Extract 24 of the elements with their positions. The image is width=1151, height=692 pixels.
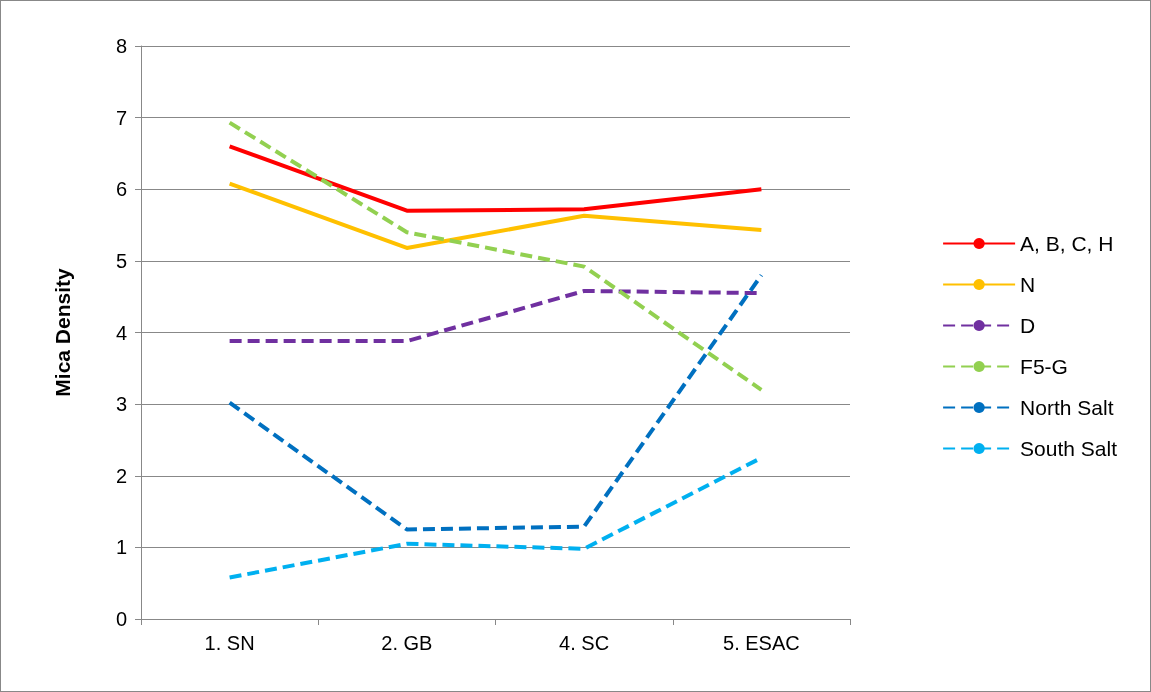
y-tick-label: 5 (115, 249, 127, 272)
x-tick-label: 5. ESAC (723, 632, 800, 654)
x-tick-label: 4. SC (559, 632, 610, 654)
legend-label: North Salt (1020, 396, 1114, 419)
x-tick-label: 1. SN (204, 632, 255, 654)
x-tick-label: 2. GB (381, 632, 433, 654)
y-tick-label: 4 (115, 321, 127, 344)
y-tick-label: 1 (115, 536, 127, 559)
legend-label: A, B, C, H (1020, 232, 1114, 255)
y-tick-label: 7 (115, 106, 127, 129)
legend-label: South Salt (1020, 437, 1118, 460)
legend-label: D (1020, 314, 1036, 337)
legend-label: F5-G (1020, 355, 1068, 378)
y-axis-title: Mica Density (51, 268, 74, 397)
y-tick-label: 6 (115, 178, 127, 201)
y-tick-label: 0 (115, 608, 127, 630)
line-series (227, 120, 764, 392)
line-series (227, 181, 764, 250)
y-tick-label: 8 (115, 35, 127, 57)
legend-label: N (1020, 273, 1036, 296)
line-series (227, 144, 764, 213)
y-tick-label: 3 (115, 393, 127, 416)
line-series (227, 273, 764, 532)
y-tick-label: 2 (115, 464, 127, 487)
